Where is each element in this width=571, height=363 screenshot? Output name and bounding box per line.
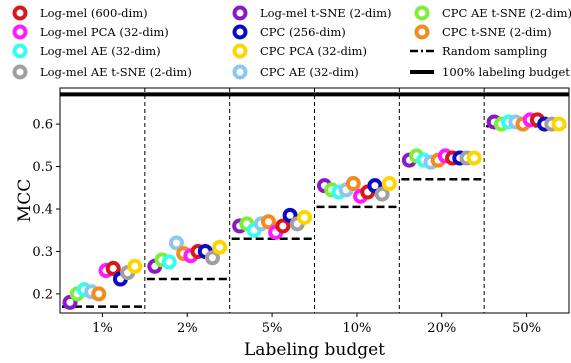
legend-label: CPC t-SNE (2-dim) bbox=[442, 25, 552, 39]
legend-label: Log-mel t-SNE (2-dim) bbox=[260, 6, 391, 20]
legend-label: Log-mel (600-dim) bbox=[40, 6, 148, 20]
x-tick-label: 10% bbox=[342, 321, 371, 336]
legend-item: Log-mel AE (32-dim) bbox=[12, 43, 161, 59]
data-point bbox=[105, 260, 121, 276]
legend-label: CPC AE (32-dim) bbox=[260, 65, 359, 79]
legend-marker-icon bbox=[414, 24, 430, 40]
legend-label: Log-mel PCA (32-dim) bbox=[40, 25, 169, 39]
data-point bbox=[374, 186, 390, 202]
data-point bbox=[260, 214, 276, 230]
legend-item: Log-mel (600-dim) bbox=[12, 5, 148, 21]
data-points bbox=[62, 112, 567, 310]
y-tick-label: 0.5 bbox=[32, 160, 53, 175]
legend-item: Log-mel AE t-SNE (2-dim) bbox=[12, 64, 192, 80]
data-point bbox=[275, 218, 291, 234]
data-point bbox=[212, 239, 228, 255]
legend-item: CPC AE t-SNE (2-dim) bbox=[414, 5, 571, 21]
data-point bbox=[127, 258, 143, 274]
legend-item: CPC AE (32-dim) bbox=[232, 64, 359, 80]
data-point bbox=[204, 250, 220, 266]
legend-label: Log-mel AE (32-dim) bbox=[40, 44, 161, 58]
x-axis-label: Labeling budget bbox=[244, 340, 385, 360]
legend-marker-icon bbox=[232, 5, 248, 21]
x-tick-label: 1% bbox=[92, 321, 113, 336]
legend-label: Random sampling bbox=[442, 44, 548, 58]
legend-label: Log-mel AE t-SNE (2-dim) bbox=[40, 65, 192, 79]
legend-label: CPC PCA (32-dim) bbox=[260, 44, 367, 58]
legend-item: Log-mel PCA (32-dim) bbox=[12, 24, 169, 40]
legend-marker-icon bbox=[414, 5, 430, 21]
data-point bbox=[381, 176, 397, 192]
data-point bbox=[551, 116, 567, 132]
legend-marker-icon bbox=[12, 5, 28, 21]
legend-item: CPC t-SNE (2-dim) bbox=[414, 24, 552, 40]
legend-marker-icon bbox=[12, 64, 28, 80]
data-point bbox=[345, 176, 361, 192]
data-point bbox=[91, 286, 107, 302]
legend-label: 100% labeling budget bbox=[442, 65, 570, 79]
legend-marker-icon bbox=[232, 43, 248, 59]
legend-item-random: Random sampling bbox=[410, 44, 548, 58]
legend-item: CPC PCA (32-dim) bbox=[232, 43, 367, 59]
x-tick-label: 20% bbox=[427, 321, 456, 336]
legend-marker-icon bbox=[12, 43, 28, 59]
legend-label: CPC AE t-SNE (2-dim) bbox=[442, 6, 571, 20]
data-point bbox=[297, 209, 312, 225]
x-tick-label: 2% bbox=[177, 321, 198, 336]
legend: Log-mel (600-dim) Log-mel PCA (32-dim) Log… bbox=[12, 5, 571, 80]
legend-marker-icon bbox=[12, 24, 28, 40]
data-point bbox=[466, 150, 482, 166]
y-tick-label: 0.4 bbox=[32, 202, 53, 217]
x-tick-label: 50% bbox=[512, 321, 541, 336]
data-point bbox=[168, 235, 184, 251]
y-tick-label: 0.2 bbox=[32, 287, 53, 302]
data-point bbox=[161, 254, 177, 270]
legend-item: Log-mel t-SNE (2-dim) bbox=[232, 5, 391, 21]
y-tick-label: 0.3 bbox=[32, 245, 53, 260]
x-tick-label: 5% bbox=[262, 321, 283, 336]
y-tick-label: 0.6 bbox=[32, 118, 53, 133]
legend-marker-icon bbox=[232, 24, 248, 40]
y-axis-label: MCC bbox=[15, 179, 35, 222]
legend-item-full: 100% labeling budget bbox=[410, 65, 570, 79]
legend-marker-icon bbox=[232, 64, 248, 80]
legend-item: CPC (256-dim) bbox=[232, 24, 346, 40]
legend-label: CPC (256-dim) bbox=[260, 25, 346, 39]
